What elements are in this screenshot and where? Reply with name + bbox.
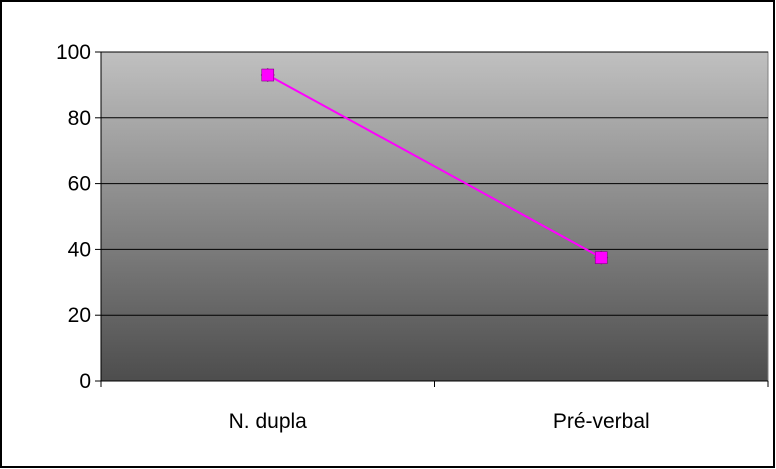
y-tick-label: 100 bbox=[56, 41, 91, 64]
y-tick-label: 20 bbox=[68, 304, 91, 327]
y-axis: 0 20 40 60 80 100 bbox=[56, 41, 102, 393]
plot-area bbox=[100, 51, 769, 382]
y-tick-label: 0 bbox=[79, 370, 91, 393]
data-point[interactable] bbox=[594, 251, 608, 264]
series-layer bbox=[260, 68, 609, 265]
x-axis: N. dupla Pré-verbal bbox=[100, 380, 769, 433]
y-tick-label: 80 bbox=[68, 107, 91, 130]
data-point[interactable] bbox=[261, 68, 275, 82]
y-tick-label: 40 bbox=[68, 238, 91, 261]
series-line bbox=[267, 74, 602, 259]
x-tick-label: N. dupla bbox=[229, 410, 308, 433]
x-tick-label: Pré-verbal bbox=[553, 410, 650, 433]
gridlines bbox=[101, 51, 768, 316]
y-tick-label: 60 bbox=[68, 173, 91, 196]
